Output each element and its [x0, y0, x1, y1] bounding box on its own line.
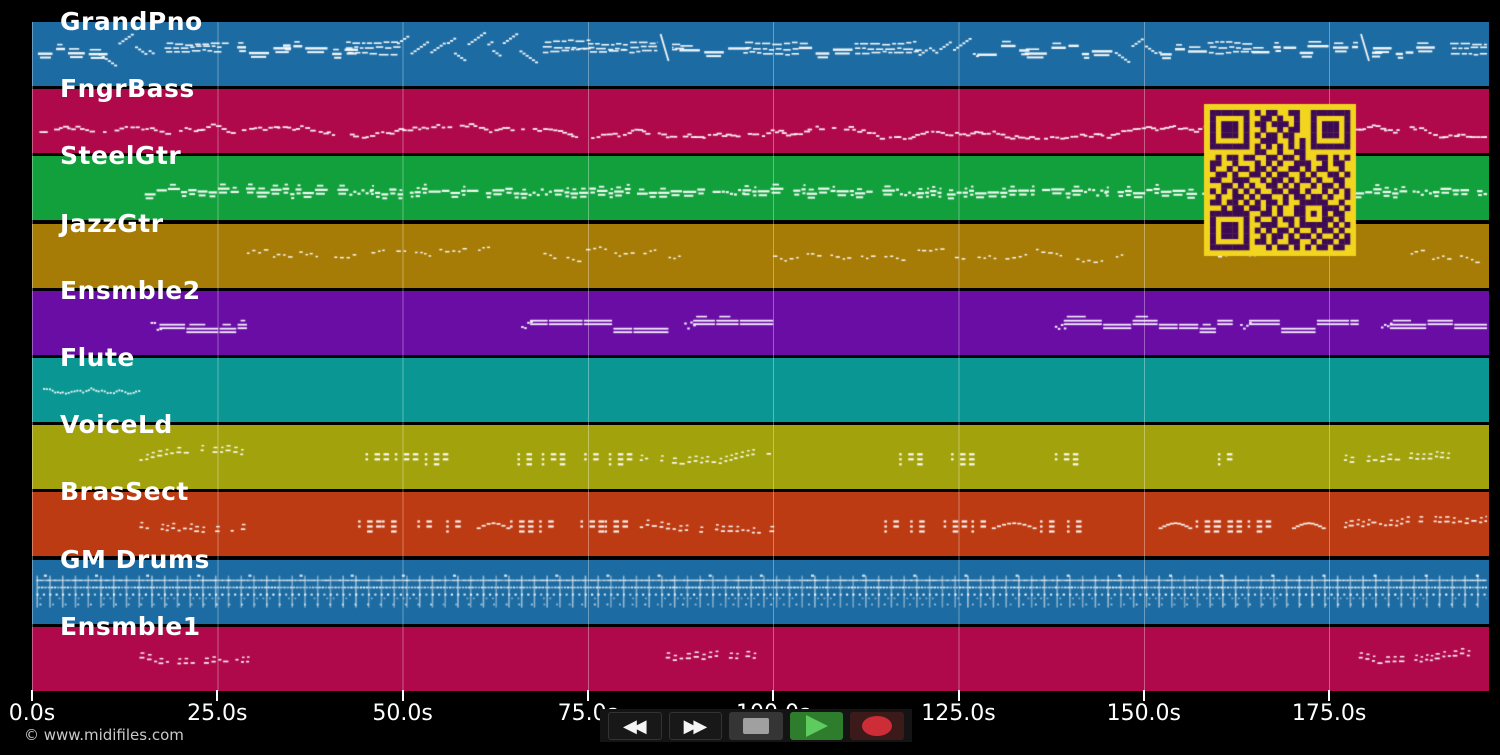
track-label-brassect: BrasSect [60, 477, 189, 507]
track-label-steelgtr: SteelGtr [60, 141, 182, 171]
axis-tick-label: 175.0s [1291, 701, 1367, 726]
stop-icon [743, 717, 770, 734]
axis-tick-label: 150.0s [1106, 701, 1182, 726]
axis-tick [957, 690, 960, 701]
fast-forward-button[interactable]: ▶▶ [668, 711, 723, 740]
axis-tick-label: 125.0s [921, 701, 996, 726]
track-label-flute: Flute [60, 343, 135, 372]
axis-tick [31, 690, 33, 701]
axis-tick [401, 690, 404, 701]
rewind-button[interactable]: ◀◀ [608, 711, 662, 740]
record-icon [862, 715, 893, 736]
axis-tick [216, 690, 219, 701]
track-label-gm-drums: GM Drums [60, 544, 210, 574]
play-icon [805, 714, 828, 737]
track-label-voiceld: VoiceLd [60, 410, 173, 440]
track-label-grandpno: GrandPno [60, 7, 203, 36]
track-label-jazzgtr: JazzGtr [60, 208, 164, 238]
axis-tick-label: 50.0s [372, 701, 433, 726]
axis-tick [772, 690, 775, 701]
track-label-fngrbass: FngrBass [60, 74, 195, 104]
axis-tick [586, 690, 589, 701]
axis-tick-label: 25.0s [187, 701, 248, 726]
axis-tick [1328, 690, 1331, 701]
stop-button[interactable] [729, 711, 783, 740]
watermark: © www.midifiles.com [24, 726, 184, 744]
fast-forward-icon: ▶▶ [683, 715, 708, 736]
axis-tick [1142, 690, 1145, 701]
record-button[interactable] [850, 711, 904, 740]
axis-tick-label: 0.0s [8, 701, 56, 726]
transport-bar: ◀◀ ▶▶ [600, 709, 912, 742]
track-label-ensmble1: Ensmble1 [60, 611, 201, 641]
rewind-icon: ◀◀ [622, 715, 647, 736]
play-button[interactable] [789, 711, 844, 740]
track-label-ensmble2: Ensmble2 [60, 275, 201, 305]
